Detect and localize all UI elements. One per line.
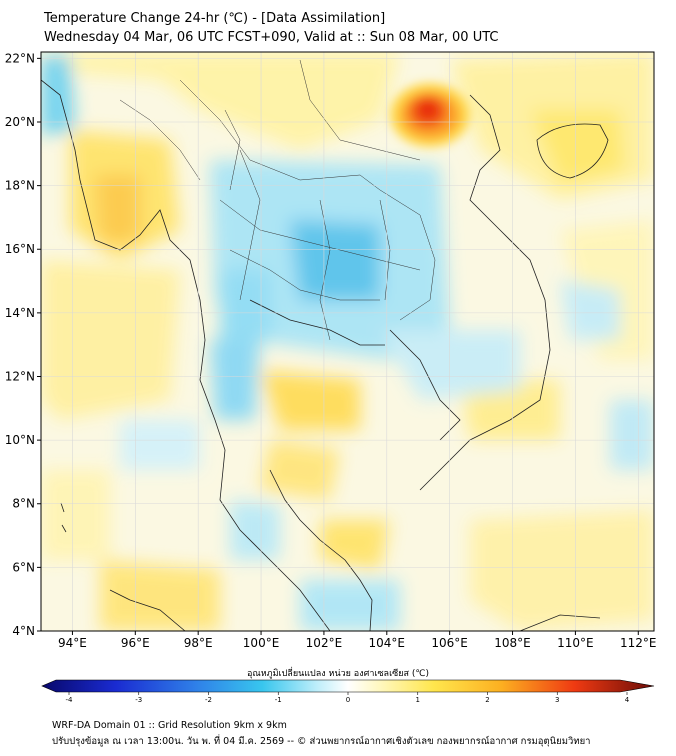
colorbar-tick-label: 2 — [485, 696, 489, 704]
lat-tick-label: 10°N — [5, 433, 35, 447]
colorbar-tick-label: -3 — [135, 696, 142, 704]
footer-model-info: WRF-DA Domain 01 :: Grid Resolution 9km … — [52, 720, 287, 731]
colorbar-tick-label: 4 — [625, 696, 630, 704]
colorbar-tick-label: -4 — [66, 696, 74, 704]
colorbar-title: อุณหภูมิเปลี่ยนแปลง หน่วย องศาเซลเซียส (… — [246, 669, 430, 679]
lat-tick-label: 6°N — [12, 560, 35, 574]
longitude-axis: 94°E 96°E 98°E 100°E 102°E 104°E 106°E 108°E 110… — [58, 631, 657, 650]
lat-tick-label: 14°N — [5, 306, 35, 320]
map-subtitle: Wednesday 04 Mar, 06 UTC FCST+090, Valid… — [44, 30, 499, 45]
colorbar-ticks: -4 -3 -2 -1 0 1 2 3 4 — [66, 692, 630, 704]
lon-tick-label: 98°E — [184, 636, 213, 650]
colorbar-tick-label: 3 — [555, 696, 559, 704]
map-frame — [40, 51, 655, 632]
colorbar: -4 -3 -2 -1 0 1 2 3 4 — [41, 679, 655, 704]
lat-tick-label: 22°N — [5, 51, 35, 65]
footer-credit: ปรับปรุงข้อมูล ณ เวลา 13:00น. วัน พ. ที่… — [52, 736, 591, 747]
lon-tick-label: 108°E — [494, 636, 531, 650]
temperature-change-map: 22°N 20°N 18°N 16°N 14°N 12°N 10°N 8°N 6°N 4°N 94… — [5, 51, 657, 704]
colorbar-tick-label: 0 — [346, 696, 350, 704]
colorbar-scale — [41, 679, 655, 693]
colorbar-tick-label: -2 — [205, 696, 212, 704]
latitude-axis: 22°N 20°N 18°N 16°N 14°N 12°N 10°N 8°N 6°N 4°N — [5, 51, 41, 638]
colorbar-tick-label: -1 — [275, 696, 282, 704]
lat-tick-label: 20°N — [5, 115, 35, 129]
temperature-field — [41, 52, 654, 631]
map-title: Temperature Change 24-hr (℃) - [Data Ass… — [44, 11, 386, 26]
lat-tick-label: 18°N — [5, 179, 35, 193]
lon-tick-label: 100°E — [243, 636, 280, 650]
coastlines — [41, 79, 609, 631]
lat-tick-label: 16°N — [5, 242, 35, 256]
colorbar-tick-label: 1 — [416, 696, 420, 704]
lat-tick-label: 4°N — [12, 624, 35, 638]
gridlines — [41, 52, 654, 632]
lon-tick-label: 96°E — [121, 636, 150, 650]
lon-tick-label: 102°E — [306, 636, 343, 650]
lon-tick-label: 94°E — [58, 636, 87, 650]
lon-tick-label: 106°E — [431, 636, 468, 650]
lon-tick-label: 112°E — [620, 636, 657, 650]
lon-tick-label: 104°E — [369, 636, 406, 650]
lat-tick-label: 8°N — [12, 497, 35, 511]
lon-tick-label: 110°E — [557, 636, 594, 650]
lat-tick-label: 12°N — [5, 369, 35, 383]
